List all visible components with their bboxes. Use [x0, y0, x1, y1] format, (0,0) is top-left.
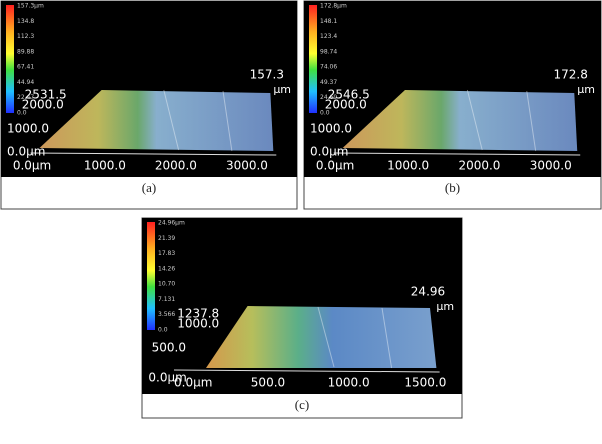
colorbar-label: 0.0 [320, 110, 330, 117]
surface [206, 306, 437, 368]
y-axis-label: 2546.5 [328, 88, 370, 102]
colorbar [6, 5, 14, 113]
x-axis-label: 1000.0 [84, 159, 126, 173]
surface [39, 90, 274, 151]
colorbar-label: 24.69 [320, 94, 337, 101]
colorbar-label: 3.566 [158, 311, 175, 318]
grid-line [381, 307, 393, 369]
z-axis-value: 157.3 [250, 68, 284, 82]
x-axis-label: 0.0µm [316, 159, 354, 173]
y-axis-label: 500.0 [152, 341, 186, 355]
y-axis-label: 0.0µm [310, 145, 348, 159]
colorbar-label: 67.41 [17, 64, 34, 71]
caption: (a) [142, 180, 156, 195]
colorbar-label: 0.0 [158, 327, 168, 334]
z-axis-unit: µm [273, 83, 291, 96]
caption: (c) [295, 397, 309, 412]
colorbar-label: 21.39 [158, 235, 175, 242]
x-axis-label: 2000.0 [458, 159, 500, 173]
colorbar-label: 98.74 [320, 48, 337, 55]
colorbar-label: 123.4 [320, 33, 337, 40]
colorbar-label: 148.1 [320, 18, 337, 25]
colorbar-label: 112.3 [17, 33, 34, 40]
y-axis-label: 1000.0 [7, 122, 49, 136]
colorbar-label: 0.0 [17, 110, 27, 117]
y-axis-label: 2000.0 [22, 98, 64, 112]
y-axis-label: 0.0µm [7, 145, 45, 159]
z-axis-value: 24.96 [411, 285, 445, 299]
y-axis-label: 2000.0 [325, 98, 367, 112]
panel: 24.96µm 21.39 17.83 14.26 10.70 7.131 3.566 0.0… [141, 217, 463, 419]
colorbar [147, 222, 155, 330]
z-axis-unit: µm [436, 300, 454, 313]
grid-line [222, 90, 233, 152]
caption: (b) [445, 180, 460, 195]
colorbar-label: 134.8 [17, 18, 34, 25]
colorbar-label: 22.47 [17, 94, 34, 101]
colorbar [309, 5, 317, 113]
surface [342, 90, 578, 151]
z-axis-unit: µm [577, 83, 595, 96]
colorbar-label: 7.131 [158, 296, 175, 303]
colorbar-label: 17.83 [158, 250, 175, 257]
colorbar-label: 74.06 [320, 64, 337, 71]
x-axis-label: 0.0µm [13, 159, 51, 173]
x-axis-label: 1500.0 [404, 376, 446, 390]
z-axis-value: 172.8 [553, 68, 587, 82]
x-axis-label: 500.0 [251, 376, 285, 390]
x-axis-label: 3000.0 [226, 159, 268, 173]
panel: 172.8µm 148.1 123.4 98.74 74.06 49.37 24.69 0.0… [303, 0, 602, 210]
grid-line [526, 90, 537, 152]
grid-line [163, 89, 180, 151]
grid-line [317, 306, 335, 368]
axis-line [173, 369, 440, 373]
panel: 157.3µm 134.8 112.3 89.88 67.41 44.94 22.47 0.0… [0, 0, 298, 210]
y-axis-label: 2531.5 [25, 88, 67, 102]
colorbar-label: 157.3µm [17, 3, 44, 10]
y-axis-label: 1237.8 [177, 307, 219, 321]
x-axis-label: 1000.0 [328, 376, 370, 390]
colorbar-label: 24.96µm [158, 220, 185, 227]
y-axis-label: 1000.0 [177, 317, 219, 331]
x-axis-label: 3000.0 [530, 159, 572, 173]
y-axis-label: 1000.0 [310, 122, 352, 136]
grid-line [466, 89, 483, 151]
axis-line [30, 152, 277, 156]
y-axis-label: 0.0µm [148, 371, 186, 385]
axis-line [333, 152, 581, 156]
colorbar-label: 14.26 [158, 265, 175, 272]
colorbar-label: 44.94 [17, 79, 34, 86]
x-axis-label: 0.0µm [174, 376, 212, 390]
colorbar-label: 10.70 [158, 281, 175, 288]
colorbar-label: 89.88 [17, 48, 34, 55]
x-axis-label: 1000.0 [387, 159, 429, 173]
colorbar-label: 172.8µm [320, 3, 347, 10]
colorbar-label: 49.37 [320, 79, 337, 86]
x-axis-label: 2000.0 [155, 159, 197, 173]
